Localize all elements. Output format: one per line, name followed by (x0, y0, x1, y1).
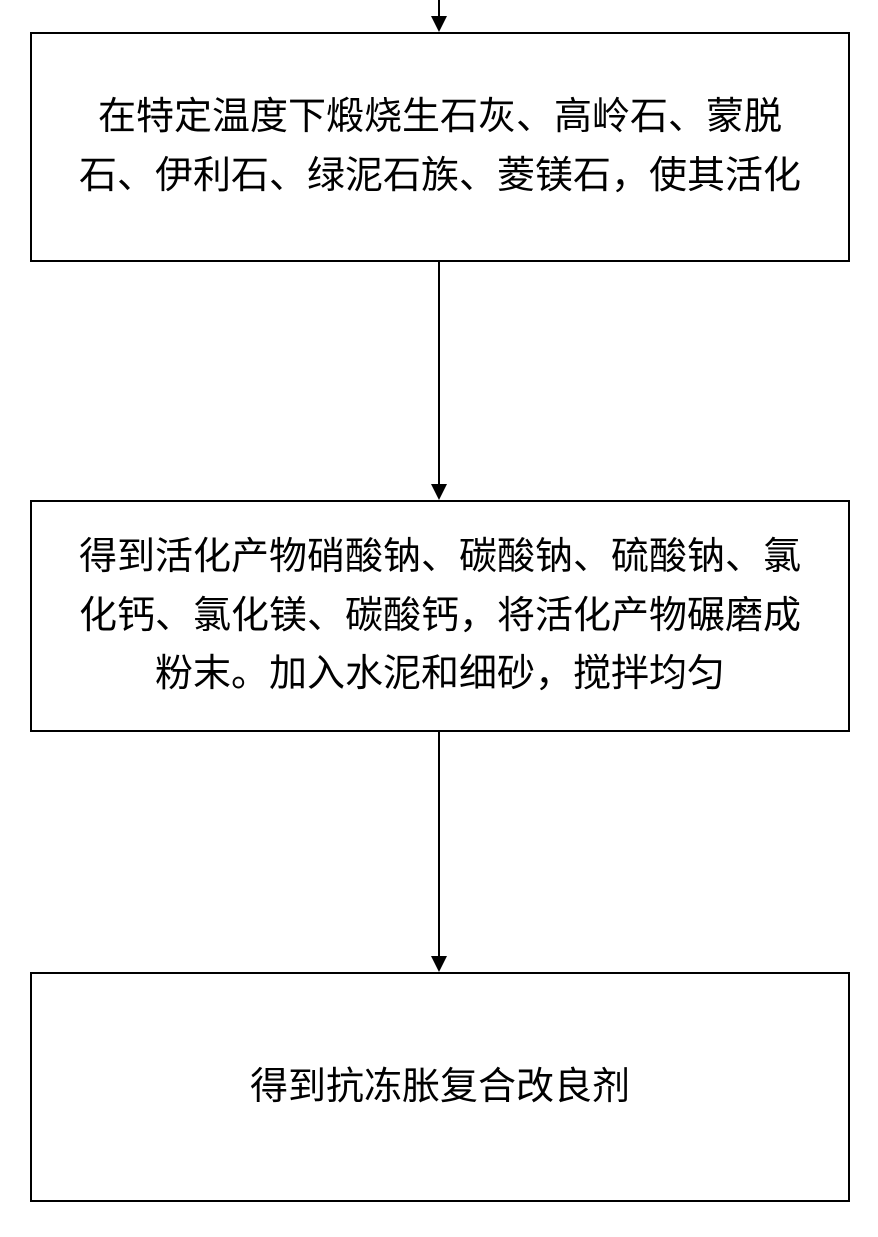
flow-step-3-text: 得到抗冻胀复合改良剂 (250, 1058, 630, 1117)
arrow-head-1-2 (431, 484, 447, 500)
flowchart-canvas: 在特定温度下煅烧生石灰、高岭石、蒙脱石、伊利石、绿泥石族、菱镁石，使其活化 得到… (0, 0, 878, 1237)
arrow-line-2-3 (438, 732, 440, 958)
arrow-head-entry (431, 16, 447, 32)
flow-step-1-text: 在特定温度下煅烧生石灰、高岭石、蒙脱石、伊利石、绿泥石族、菱镁石，使其活化 (62, 88, 818, 206)
arrow-line-1-2 (438, 262, 440, 486)
flow-step-2: 得到活化产物硝酸钠、碳酸钠、硫酸钠、氯化钙、氯化镁、碳酸钙，将活化产物碾磨成粉末… (30, 500, 850, 732)
flow-step-2-text: 得到活化产物硝酸钠、碳酸钠、硫酸钠、氯化钙、氯化镁、碳酸钙，将活化产物碾磨成粉末… (62, 528, 818, 705)
arrow-head-2-3 (431, 956, 447, 972)
flow-step-1: 在特定温度下煅烧生石灰、高岭石、蒙脱石、伊利石、绿泥石族、菱镁石，使其活化 (30, 32, 850, 262)
flow-step-3: 得到抗冻胀复合改良剂 (30, 972, 850, 1202)
